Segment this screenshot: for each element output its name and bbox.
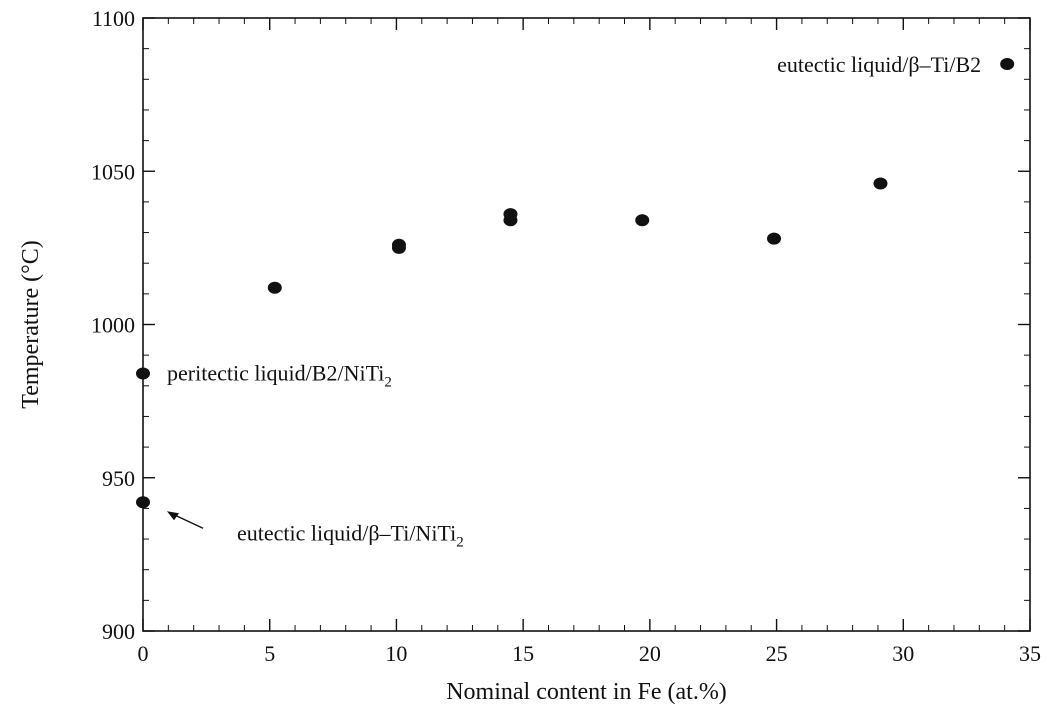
y-tick-label: 1000 [91, 313, 135, 338]
data-point [635, 214, 650, 227]
annotation-arrow [172, 513, 204, 529]
plot-area: 0 5 10 15 20 25 30 35 900 950 1000 1050 1100 peritect… [91, 6, 1041, 666]
annotation-eutectic-b2: eutectic liquid/β–Ti/B2 [777, 52, 981, 77]
data-point [136, 496, 150, 509]
y-axis-title: Temperature (°C) [18, 240, 44, 409]
annotation-eutectic-niti2: eutectic liquid/β–Ti/NiTi2 [237, 520, 464, 550]
x-tick-label: 30 [892, 641, 914, 666]
annotation-arrowhead [167, 511, 179, 521]
x-tick-label: 5 [264, 641, 275, 666]
annotation-peritectic: peritectic liquid/B2/NiTi2 [167, 361, 392, 391]
x-tick-label: 10 [385, 641, 407, 666]
data-point [503, 208, 518, 221]
y-tick-label: 1100 [92, 6, 135, 31]
y-tick-label: 950 [102, 466, 135, 491]
data-point [267, 281, 282, 294]
x-tick-label: 20 [639, 641, 661, 666]
x-tick-label: 0 [138, 641, 149, 666]
y-tick-label: 1050 [91, 159, 135, 184]
y-tick-label: 900 [102, 619, 135, 644]
data-point [1000, 57, 1015, 70]
data-point [136, 367, 150, 380]
data-point [767, 232, 782, 245]
x-tick-label: 15 [512, 641, 534, 666]
x-tick-label: 35 [1019, 641, 1041, 666]
x-axis-title: Nominal content in Fe (at.%) [446, 679, 727, 705]
x-tick-label: 25 [766, 641, 788, 666]
data-point [873, 177, 888, 190]
data-point [391, 238, 406, 251]
